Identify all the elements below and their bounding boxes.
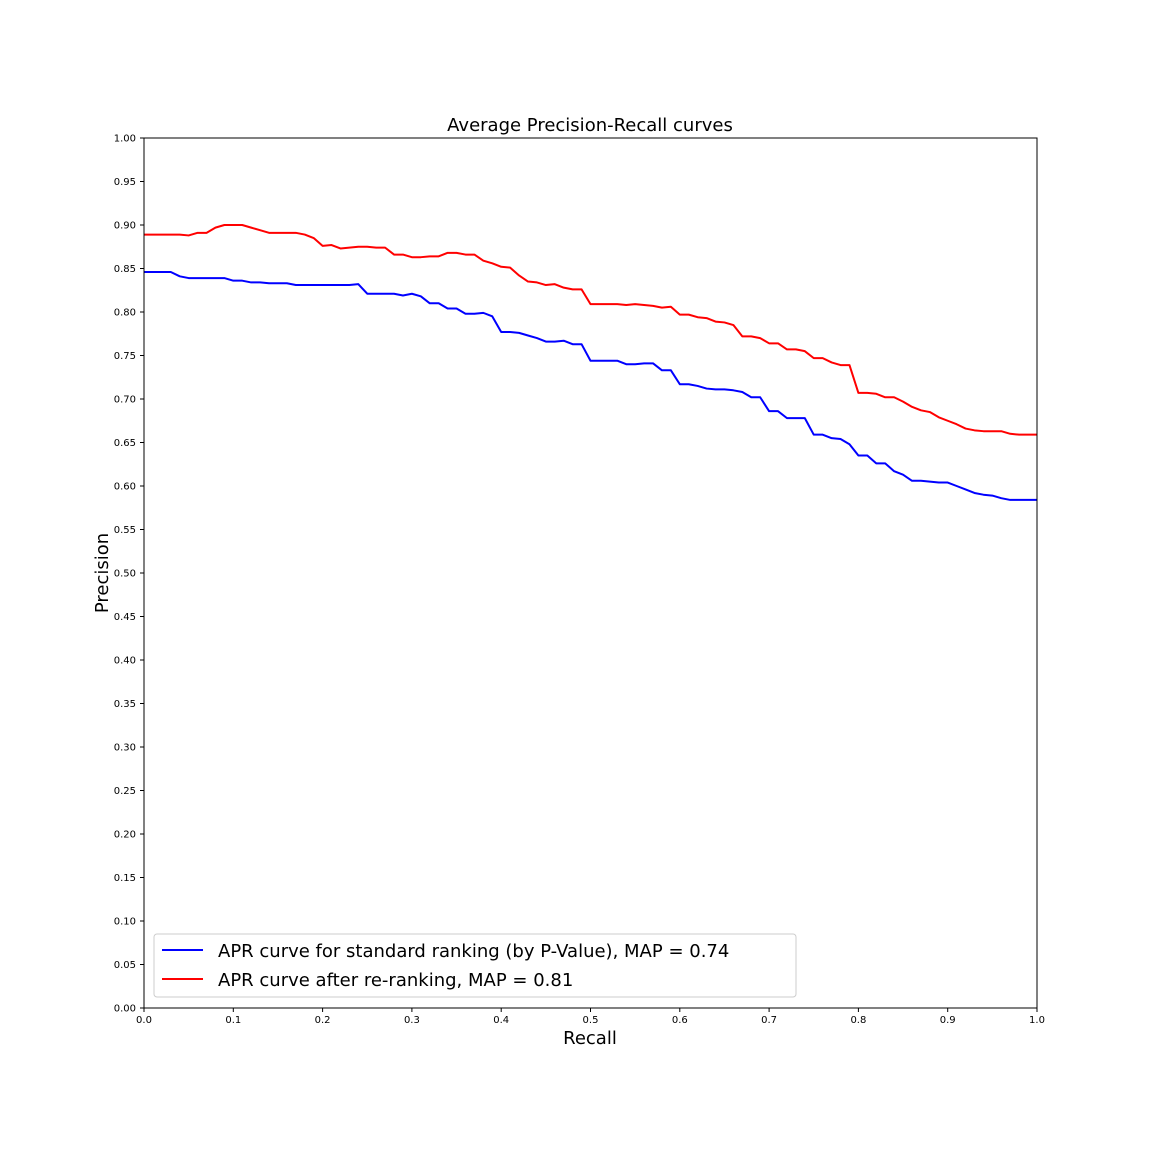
y-tick-label: 0.20 <box>114 830 136 841</box>
y-tick-label: 0.45 <box>114 612 136 623</box>
y-tick-label: 0.75 <box>114 351 136 362</box>
y-tick-label: 0.05 <box>114 960 136 971</box>
series-line-after-reranking <box>144 224 1037 436</box>
y-tick-label: 0.55 <box>114 525 136 536</box>
y-tick-label: 0.70 <box>114 395 136 406</box>
y-tick-label: 0.00 <box>114 1004 136 1015</box>
x-tick-label: 0.5 <box>583 1015 599 1026</box>
x-tick-label: 0.0 <box>136 1015 152 1026</box>
x-tick-label: 0.2 <box>315 1015 331 1026</box>
y-tick-label: 0.25 <box>114 786 136 797</box>
y-tick-label: 0.60 <box>114 482 136 493</box>
x-tick-label: 0.9 <box>940 1015 956 1026</box>
y-tick-label: 0.35 <box>114 699 136 710</box>
legend-entry-reranked: APR curve after re-ranking, MAP = 0.81 <box>218 970 573 991</box>
legend-entry-standard: APR curve for standard ranking (by P-Val… <box>218 941 729 962</box>
x-axis-ticks: 0.0 0.1 0.2 0.3 0.4 0.5 0.6 0.7 0.8 0.9 1.0 <box>136 1008 1045 1026</box>
x-tick-label: 0.7 <box>761 1015 777 1026</box>
y-tick-label: 0.85 <box>114 264 136 275</box>
plot-area-frame <box>143 137 1038 1009</box>
x-tick-label: 0.8 <box>850 1015 866 1026</box>
y-axis-title: Precision <box>92 533 113 613</box>
chart-title: Average Precision-Recall curves <box>447 115 733 136</box>
legend-box <box>153 933 797 998</box>
y-tick-label: 0.65 <box>114 438 136 449</box>
x-tick-label: 0.4 <box>493 1015 509 1026</box>
y-tick-label: 0.15 <box>114 873 136 884</box>
y-axis-ticks: 0.00 0.05 0.10 0.15 0.20 0.25 0.30 0.35 0.40 0.45… <box>114 134 144 1015</box>
y-tick-label: 0.30 <box>114 743 136 754</box>
y-tick-label: 0.95 <box>114 177 136 188</box>
x-tick-label: 0.3 <box>404 1015 420 1026</box>
x-tick-label: 0.1 <box>225 1015 241 1026</box>
x-axis-title: Recall <box>563 1028 617 1049</box>
y-tick-label: 0.40 <box>114 656 136 667</box>
y-tick-label: 0.90 <box>114 221 136 232</box>
series-lines <box>144 224 1037 501</box>
y-tick-label: 0.50 <box>114 569 136 580</box>
y-tick-label: 0.80 <box>114 308 136 319</box>
y-tick-label: 0.10 <box>114 917 136 928</box>
y-tick-label: 1.00 <box>114 134 136 145</box>
legend: APR curve for standard ranking (by P-Val… <box>153 933 797 998</box>
x-tick-label: 1.0 <box>1029 1015 1045 1026</box>
x-tick-label: 0.6 <box>672 1015 688 1026</box>
series-line-standard-ranking <box>144 270 1037 501</box>
